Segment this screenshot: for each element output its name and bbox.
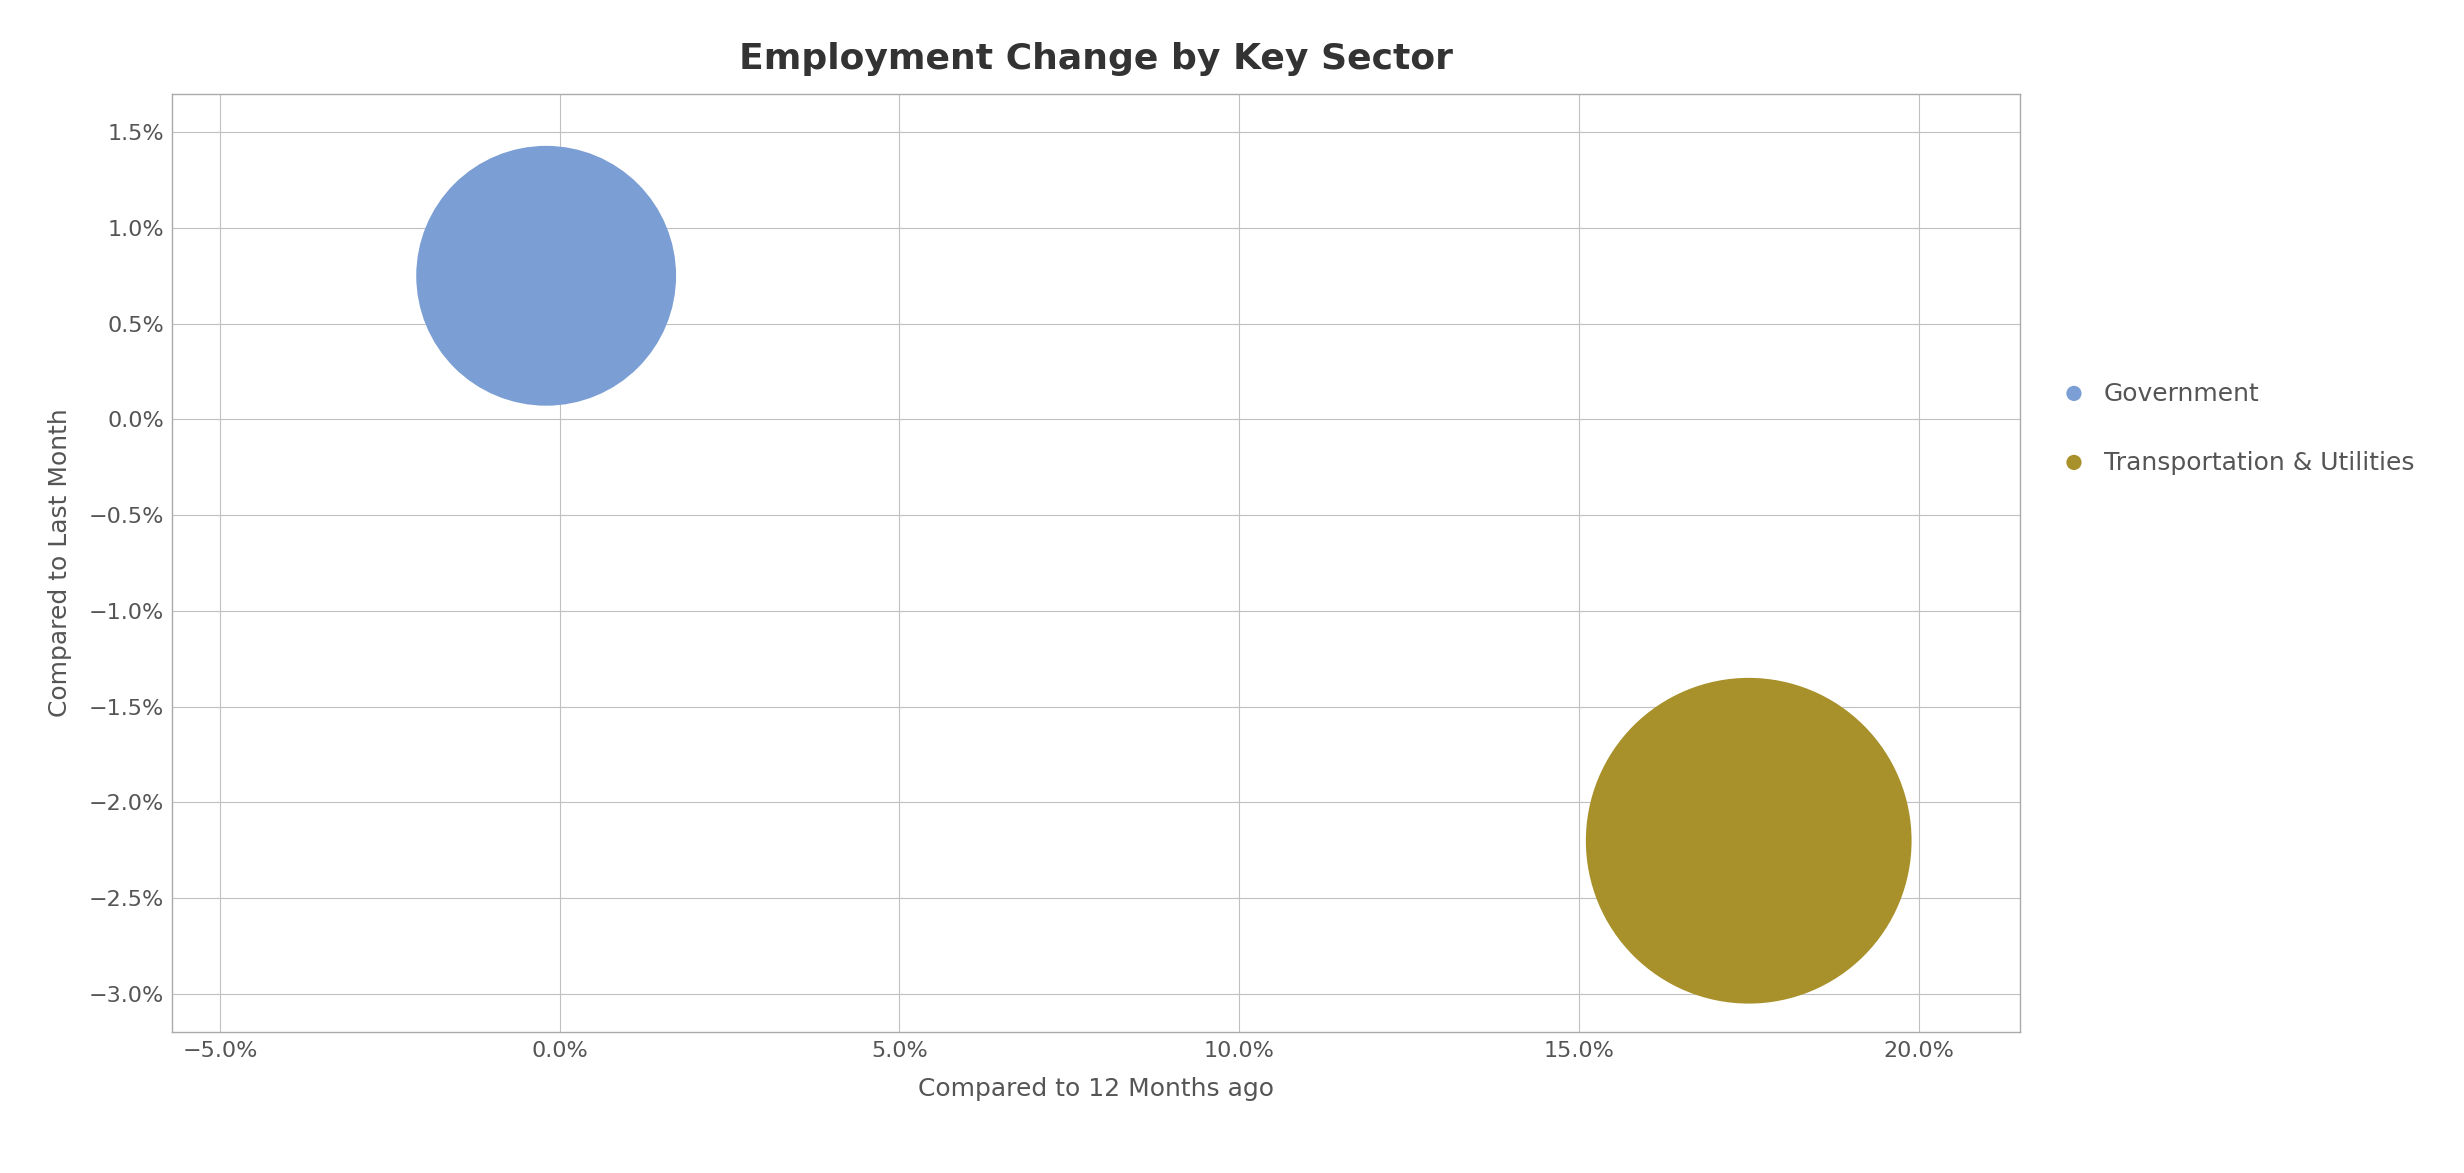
X-axis label: Compared to 12 Months ago: Compared to 12 Months ago: [919, 1077, 1274, 1101]
Y-axis label: Compared to Last Month: Compared to Last Month: [49, 408, 71, 718]
Title: Employment Change by Key Sector: Employment Change by Key Sector: [739, 42, 1454, 76]
Transportation & Utilities: [1730, 832, 1769, 850]
Legend: Government, Transportation & Utilities: Government, Transportation & Utilities: [2053, 369, 2427, 487]
Government: [527, 266, 567, 285]
